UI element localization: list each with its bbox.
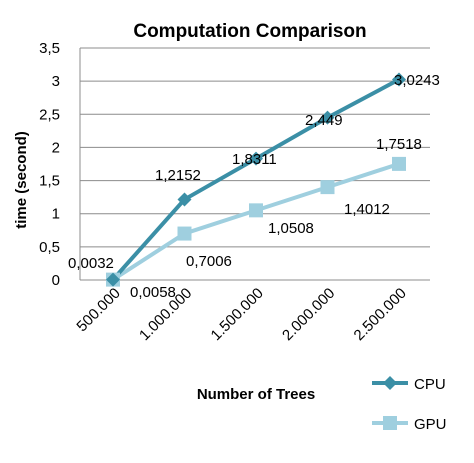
y-tick-label: 3 <box>52 73 60 90</box>
y-tick-label: 1 <box>52 206 60 223</box>
x-tick-label: 2.500.000 <box>351 285 410 344</box>
data-label-cpu: 3,0243 <box>394 72 440 89</box>
y-tick-labels: 0 0,5 1 1,5 2 2,5 3 3,5 <box>39 40 60 289</box>
data-label-gpu: 0,0032 <box>68 255 114 272</box>
legend-label-gpu: GPU <box>414 416 447 433</box>
point-gpu <box>392 156 406 171</box>
y-tick-label: 0 <box>52 272 60 289</box>
grid <box>79 47 430 281</box>
point-gpu <box>177 226 192 241</box>
y-tick-label: 0,5 <box>39 239 60 256</box>
x-tick-label: 2.000.000 <box>279 285 338 344</box>
data-label-gpu: 1,0508 <box>268 220 314 237</box>
point-gpu <box>320 180 335 195</box>
point-cpu <box>249 151 263 166</box>
y-tick-label: 2 <box>52 139 60 156</box>
data-label-cpu: 1,2152 <box>155 167 201 184</box>
x-tick-labels: 500.000 1.000.000 1.500.000 2.000.000 2.500.… <box>73 285 409 344</box>
point-cpu <box>392 72 406 87</box>
data-labels: 0,0058 1,2152 1,8311 2,449 3,0243 0,0032 0,700… <box>68 72 440 301</box>
data-label-gpu: 1,7518 <box>376 136 422 153</box>
data-label-gpu: 1,4012 <box>344 201 390 218</box>
point-cpu <box>320 110 335 125</box>
chart-title: Computation Comparison <box>133 21 366 42</box>
y-tick-label: 2,5 <box>39 106 60 123</box>
point-gpu <box>249 203 263 218</box>
data-label-gpu: 0,7006 <box>186 253 232 270</box>
legend-label-cpu: CPU <box>414 376 446 393</box>
point-cpu <box>106 272 120 287</box>
y-tick-label: 1,5 <box>39 173 60 190</box>
data-label-cpu: 0,0058 <box>130 284 176 301</box>
data-label-cpu: 1,8311 <box>232 151 277 168</box>
x-axis-title: Number of Trees <box>197 386 315 403</box>
y-axis-title: time (second) <box>13 131 30 229</box>
x-tick-label: 500.000 <box>73 285 123 335</box>
legend: CPU GPU <box>372 376 447 433</box>
legend-marker-cpu <box>383 376 397 390</box>
data-label-cpu: 2,449 <box>305 112 343 129</box>
series-layer <box>106 72 406 287</box>
y-tick-label: 3,5 <box>39 40 60 57</box>
point-cpu <box>177 192 192 207</box>
legend-marker-gpu <box>383 416 397 430</box>
x-tick-label: 1.500.000 <box>208 285 267 344</box>
